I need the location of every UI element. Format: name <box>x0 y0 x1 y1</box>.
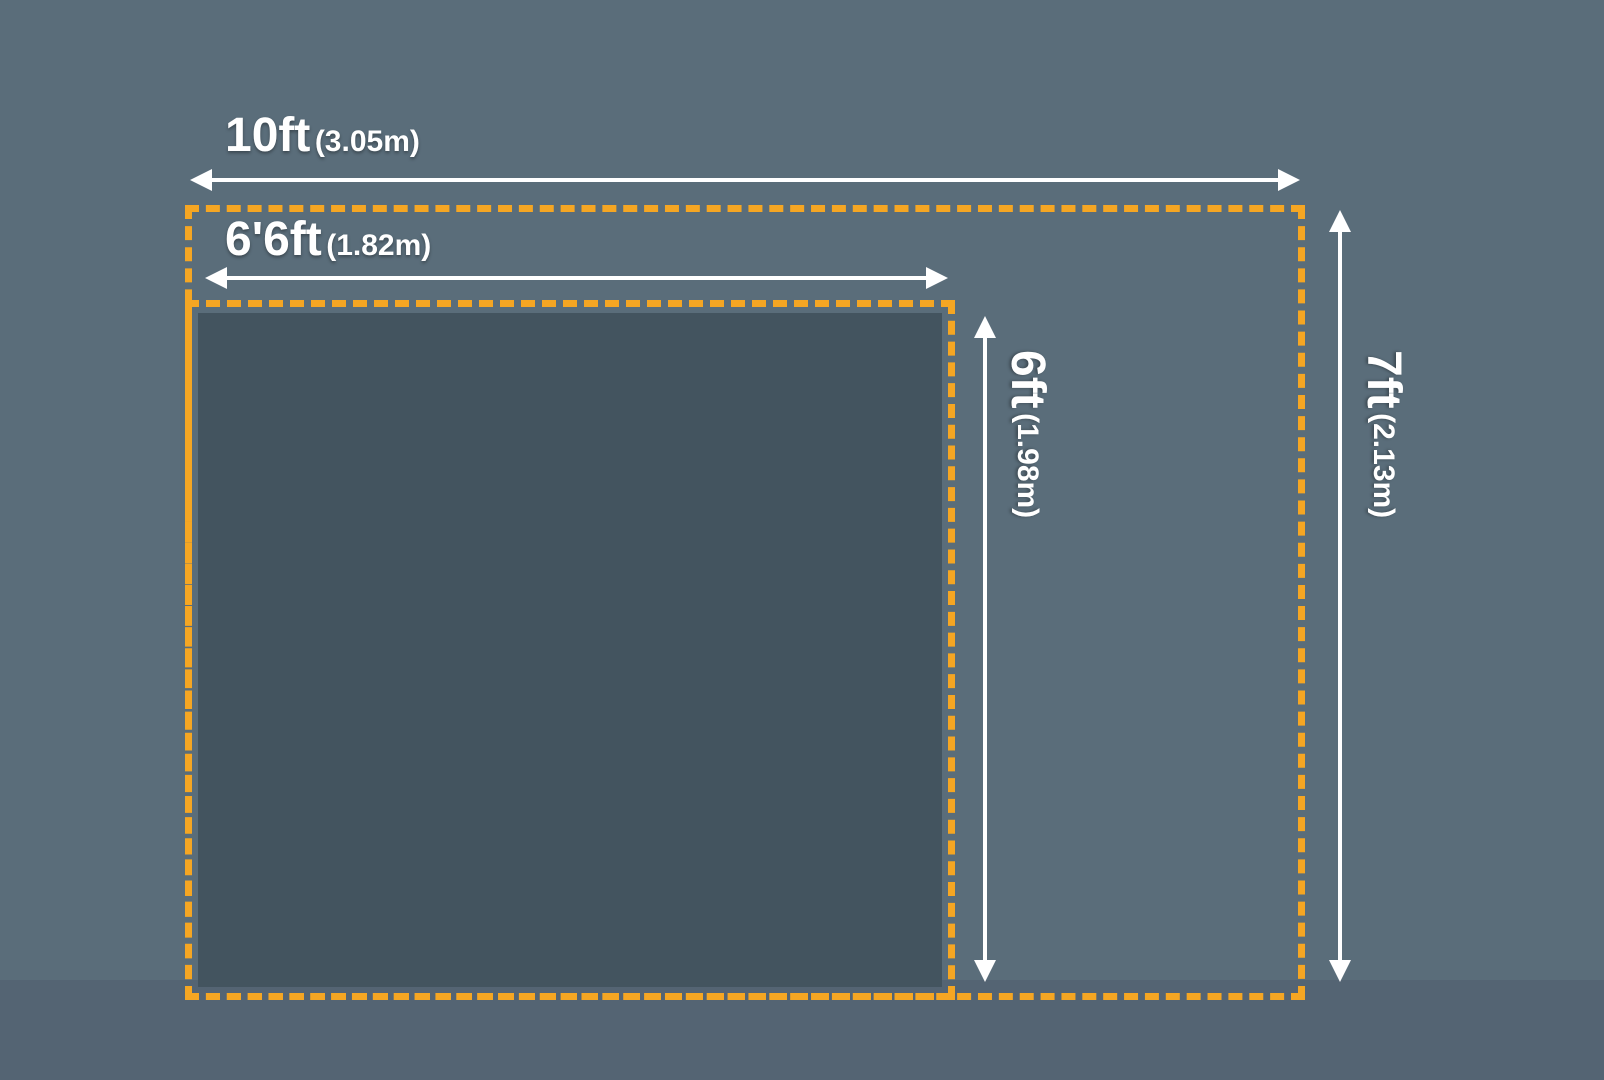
arrowhead-left-icon <box>205 267 227 289</box>
arrowhead-up-icon <box>974 316 996 338</box>
arrowhead-up-icon <box>1329 210 1351 232</box>
inner-height-dimension-line <box>983 338 987 960</box>
arrowhead-down-icon <box>1329 960 1351 982</box>
arrowhead-right-icon <box>926 267 948 289</box>
outer-height-label: 7ft (2.13m) <box>1356 350 1411 518</box>
outer-width-secondary: (3.05m) <box>315 125 420 158</box>
inner-width-secondary: (1.82m) <box>326 229 431 262</box>
outer-height-secondary: (2.13m) <box>1367 413 1400 518</box>
inner-width-primary: 6'6ft <box>225 213 322 266</box>
inner-dashed-rectangle <box>185 300 955 1000</box>
outer-width-primary: 10ft <box>225 109 310 162</box>
outer-width-dimension-line <box>212 178 1278 182</box>
outer-height-primary: 7ft <box>1357 350 1410 409</box>
inner-height-secondary: (1.98m) <box>1011 413 1044 518</box>
outer-height-dimension-line <box>1338 232 1342 960</box>
diagram-stage: 10ft (3.05m) 6'6ft (1.82m) 6ft (1.98m) 7… <box>0 0 1604 1080</box>
inner-width-dimension-line <box>227 276 926 280</box>
outer-width-label: 10ft (3.05m) <box>225 108 420 163</box>
inner-height-label: 6ft (1.98m) <box>1000 350 1055 518</box>
arrowhead-left-icon <box>190 169 212 191</box>
inner-width-label: 6'6ft (1.82m) <box>225 212 431 267</box>
arrowhead-right-icon <box>1278 169 1300 191</box>
inner-height-primary: 6ft <box>1001 350 1054 409</box>
arrowhead-down-icon <box>974 960 996 982</box>
